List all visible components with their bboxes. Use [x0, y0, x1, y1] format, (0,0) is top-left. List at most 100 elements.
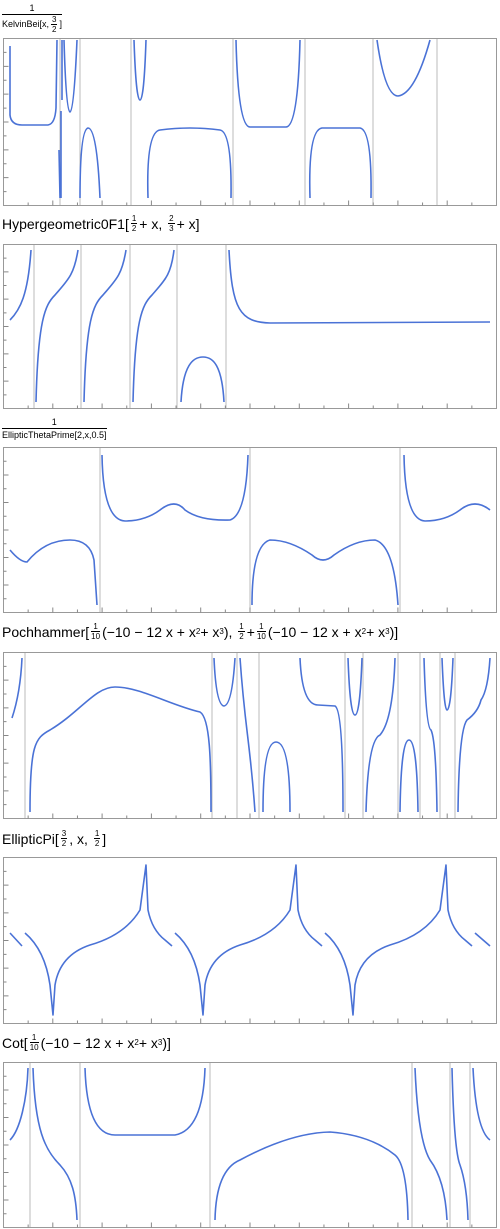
- title-part: 3: [157, 1038, 163, 1047]
- curve: [29, 686, 212, 813]
- title-part: ]: [102, 830, 107, 847]
- title-part: (−10 − 12 x + x: [40, 1034, 135, 1051]
- title-part: 2: [134, 1038, 139, 1047]
- title-part: , x,: [69, 830, 88, 847]
- curve: [213, 657, 236, 707]
- curve: [235, 39, 301, 128]
- title-part: 1: [29, 1033, 39, 1043]
- title-part: 3: [60, 829, 68, 839]
- title-part: ]: [59, 18, 62, 29]
- title-part: 10: [29, 1043, 39, 1052]
- curve: [399, 739, 419, 813]
- curve: [9, 932, 23, 947]
- title-part: ]: [195, 215, 200, 232]
- curve: [414, 1067, 448, 1221]
- title-part: 1: [91, 622, 101, 632]
- curve: [146, 127, 232, 199]
- title-part: EllipticPi[: [2, 830, 59, 847]
- frame-ticks: [3, 870, 473, 1024]
- title-part: KelvinBei[x,: [2, 18, 50, 29]
- title-part: (−10 − 12 x + x: [267, 623, 362, 640]
- curve: [32, 1067, 78, 1221]
- title-part: 2: [94, 839, 100, 848]
- curve: [24, 864, 173, 1016]
- curve: [239, 657, 256, 813]
- title-part: 1: [2, 2, 62, 15]
- title-part: ): [162, 1034, 168, 1051]
- asymptote-lines: [29, 1063, 471, 1227]
- title-part: 3: [385, 627, 390, 636]
- curve: [214, 1131, 409, 1221]
- title-part: +: [246, 623, 255, 640]
- curve: [228, 249, 491, 324]
- curve: [11, 657, 23, 719]
- asymptotes: [24, 39, 471, 1227]
- title-part: ]: [394, 623, 399, 640]
- curve: [101, 454, 249, 522]
- title: 1 EllipticThetaPrime[2,x,0.5]: [2, 416, 107, 441]
- title-part: 1: [256, 622, 266, 632]
- title-part: 10: [256, 632, 266, 641]
- title-part: 1: [2, 416, 107, 429]
- title-part: 10: [91, 632, 101, 641]
- curve: [308, 127, 372, 199]
- curves: [9, 39, 491, 1221]
- title-part: + x: [366, 623, 386, 640]
- title: 1 KelvinBei[x, 3 2]: [2, 2, 62, 34]
- curve: [376, 39, 431, 97]
- title-part: + x: [200, 623, 220, 640]
- title-part: + x: [138, 1034, 158, 1051]
- asymptote-lines: [99, 448, 401, 612]
- title-part: 2: [131, 224, 137, 233]
- title-part: EllipticThetaPrime[2,x,0.5]: [2, 430, 107, 440]
- curve: [9, 39, 58, 126]
- frame-ticks: [3, 257, 473, 409]
- ticks: [3, 51, 473, 1228]
- title-part: Cot[: [2, 1034, 28, 1051]
- frame-ticks: [3, 51, 473, 206]
- curve: [441, 657, 454, 711]
- title-part: 2: [52, 25, 57, 34]
- plot-frame: [3, 857, 497, 1024]
- curve: [180, 356, 225, 403]
- curve: [262, 741, 291, 813]
- title-part: ): [389, 623, 395, 640]
- title-part: 2: [168, 214, 175, 224]
- title-part: Hypergeometric0F1[: [2, 215, 129, 232]
- curve: [9, 249, 32, 321]
- curve: [324, 864, 473, 1016]
- curve: [35, 249, 79, 403]
- title-part: ]: [167, 1034, 171, 1051]
- plot-frame: [3, 1062, 497, 1228]
- frame-ticks: [3, 1075, 473, 1228]
- curve: [58, 40, 63, 199]
- curve: [84, 1067, 206, 1136]
- curve: [457, 657, 491, 813]
- curve: [472, 1067, 491, 1141]
- title-part: 1: [238, 622, 245, 632]
- curve: [9, 1067, 29, 1141]
- title-part: 3: [219, 627, 224, 636]
- plot-frame: [3, 244, 497, 409]
- asymptote-lines: [59, 39, 438, 205]
- curve: [403, 454, 491, 522]
- title-part: Pochhammer[: [2, 623, 90, 640]
- title-part: 2: [195, 627, 201, 636]
- title-part: ),: [223, 623, 233, 640]
- title-part: (−10 − 12 x + x: [102, 623, 196, 640]
- asymptote-lines: [24, 653, 456, 818]
- curve: [79, 127, 101, 199]
- curve: [474, 932, 491, 947]
- curve: [83, 249, 127, 403]
- curve: [347, 657, 363, 716]
- curve: [365, 657, 396, 813]
- title-part: + x: [176, 215, 196, 232]
- curve: [451, 1067, 469, 1221]
- title-part: 1: [93, 829, 101, 839]
- title-part: 3: [169, 224, 174, 233]
